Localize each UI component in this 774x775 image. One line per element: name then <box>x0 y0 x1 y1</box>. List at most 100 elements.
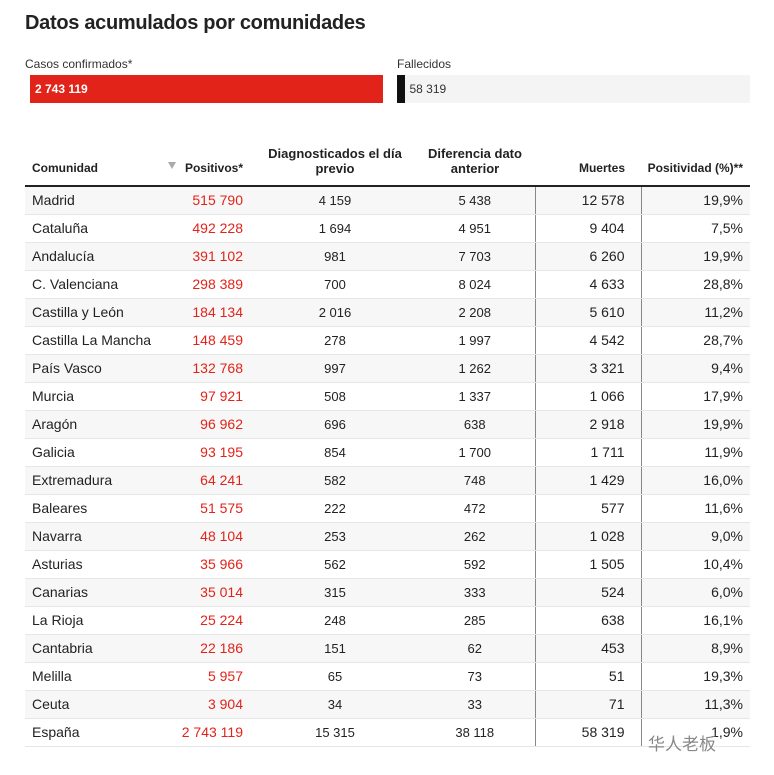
table-cell: 696 <box>255 410 415 439</box>
table-cell: 748 <box>415 466 535 495</box>
table-cell: 11,6% <box>640 494 750 523</box>
table-cell: 1 505 <box>534 550 641 579</box>
table-cell: 1 429 <box>534 466 641 495</box>
table-cell: 592 <box>415 550 535 579</box>
table-cell: 96 962 <box>160 410 255 439</box>
summary-bar <box>397 75 405 103</box>
table-row: La Rioja 25 224 248 285 638 16,1% <box>25 606 750 635</box>
column-header: Muertes <box>535 145 641 187</box>
table-cell: 524 <box>534 578 641 607</box>
table-cell: 25 224 <box>160 606 255 635</box>
table-row: Aragón 96 962 696 638 2 918 19,9% <box>25 410 750 439</box>
table-cell: 515 790 <box>160 186 255 215</box>
table-cell: País Vasco <box>25 354 160 383</box>
table-cell: Aragón <box>25 410 160 439</box>
table-row: Canarias 35 014 315 333 524 6,0% <box>25 578 750 607</box>
table-cell: 9,0% <box>640 522 750 551</box>
table-cell: 12 578 <box>534 186 641 215</box>
table-cell: 71 <box>534 690 641 719</box>
table-cell: Asturias <box>25 550 160 579</box>
table-cell: 8 024 <box>415 270 535 299</box>
table-row: Cataluña 492 228 1 694 4 951 9 404 7,5% <box>25 214 750 243</box>
table-cell: 981 <box>255 242 415 271</box>
table-cell: 472 <box>415 494 535 523</box>
table-cell: 22 186 <box>160 634 255 663</box>
table-row: Asturias 35 966 562 592 1 505 10,4% <box>25 550 750 579</box>
table-cell: 4 159 <box>255 186 415 215</box>
table-cell: 562 <box>255 550 415 579</box>
table-cell: 278 <box>255 326 415 355</box>
data-table: Comunidad Positivos* Diagnosticados el día… <box>25 145 750 747</box>
table-cell: España <box>25 718 160 747</box>
summary-value: 2 743 119 <box>35 82 88 96</box>
table-cell: 5 957 <box>160 662 255 691</box>
table-cell: 5 438 <box>415 186 535 215</box>
table-cell: 577 <box>534 494 641 523</box>
table-row: C. Valenciana 298 389 700 8 024 4 633 28,8% <box>25 270 750 299</box>
table-cell: C. Valenciana <box>25 270 160 299</box>
table-cell: 1 066 <box>534 382 641 411</box>
table-cell: 7,5% <box>640 214 750 243</box>
table-cell: 9,4% <box>640 354 750 383</box>
table-cell: 492 228 <box>160 214 255 243</box>
table-cell: Extremadura <box>25 466 160 495</box>
table-cell: 51 <box>534 662 641 691</box>
table-cell: 582 <box>255 466 415 495</box>
table-cell: 51 575 <box>160 494 255 523</box>
table-cell: 6 260 <box>534 242 641 271</box>
table-cell: 19,9% <box>640 186 750 215</box>
table-cell: Andalucía <box>25 242 160 271</box>
table-row: España 2 743 119 15 315 38 118 58 319 1,9% <box>25 718 750 747</box>
table-cell: 391 102 <box>160 242 255 271</box>
table-cell: 2 918 <box>534 410 641 439</box>
table-cell: 2 208 <box>415 298 535 327</box>
table-cell: 16,0% <box>640 466 750 495</box>
table-cell: 64 241 <box>160 466 255 495</box>
table-cell: 4 542 <box>534 326 641 355</box>
column-header: Diferencia dato anterior <box>415 145 535 187</box>
table-cell: Melilla <box>25 662 160 691</box>
table-cell: 93 195 <box>160 438 255 467</box>
sort-icon[interactable] <box>168 162 176 169</box>
table-cell: 28,7% <box>640 326 750 355</box>
table-cell: 15 315 <box>255 718 415 747</box>
table-row: Castilla La Mancha 148 459 278 1 997 4 542 28… <box>25 326 750 355</box>
table-cell: 453 <box>534 634 641 663</box>
table-cell: 148 459 <box>160 326 255 355</box>
table-cell: 4 633 <box>534 270 641 299</box>
table-cell: 1 262 <box>415 354 535 383</box>
header-row: Comunidad Positivos* Diagnosticados el día… <box>25 145 750 187</box>
table-cell: 35 966 <box>160 550 255 579</box>
table-cell: 6,0% <box>640 578 750 607</box>
table-cell: 222 <box>255 494 415 523</box>
table-cell: Canarias <box>25 578 160 607</box>
table-cell: Navarra <box>25 522 160 551</box>
table-cell: 1 694 <box>255 214 415 243</box>
table-cell: 638 <box>534 606 641 635</box>
table-cell: 97 921 <box>160 382 255 411</box>
table-cell: 3 321 <box>534 354 641 383</box>
table-cell: 58 319 <box>534 718 641 747</box>
title: Datos acumulados por comunidades <box>25 12 366 34</box>
table-cell: 48 104 <box>160 522 255 551</box>
table-cell: 1 337 <box>415 382 535 411</box>
table-cell: 508 <box>255 382 415 411</box>
column-header: Positividad (%)** <box>641 145 750 187</box>
table-cell: 8,9% <box>640 634 750 663</box>
table-row: Madrid 515 790 4 159 5 438 12 578 19,9% <box>25 186 750 215</box>
table-cell: 33 <box>415 690 535 719</box>
table-cell: 151 <box>255 634 415 663</box>
table-cell: 3 904 <box>160 690 255 719</box>
table-row: Cantabria 22 186 151 62 453 8,9% <box>25 634 750 663</box>
table-cell: 2 016 <box>255 298 415 327</box>
table-cell: 285 <box>415 606 535 635</box>
table-cell: 997 <box>255 354 415 383</box>
table-cell: 10,4% <box>640 550 750 579</box>
table-cell: Ceuta <box>25 690 160 719</box>
table-row: Baleares 51 575 222 472 577 11,6% <box>25 494 750 523</box>
table-cell: Baleares <box>25 494 160 523</box>
summary-value: 58 319 <box>409 82 447 96</box>
column-header: Diagnosticados el día previo <box>255 145 415 187</box>
table-cell: Galicia <box>25 438 160 467</box>
